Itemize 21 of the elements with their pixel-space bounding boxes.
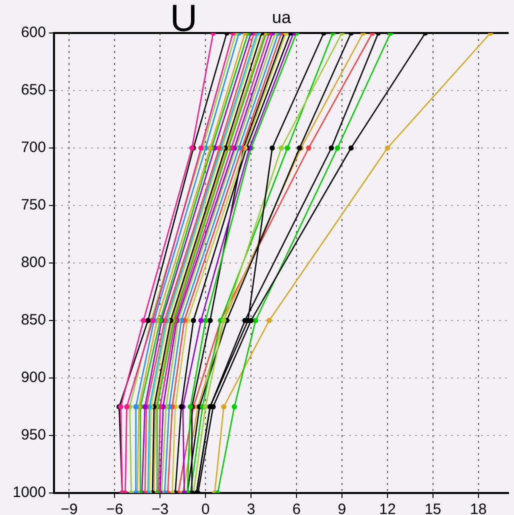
y-tick-label: 850 [20, 312, 46, 329]
x-tick-label: −9 [60, 501, 78, 515]
x-tick-label: 9 [338, 501, 346, 515]
chart-title: U [170, 0, 198, 40]
x-tick-label: 0 [201, 501, 210, 515]
x-tick-label: −6 [106, 501, 124, 515]
x-tick-label: 6 [292, 501, 301, 515]
y-tick-label: 1000 [12, 484, 46, 502]
x-tick-label: 12 [379, 501, 396, 515]
x-tick-label: 15 [424, 501, 442, 515]
y-tick-label: 650 [20, 82, 46, 99]
y-tick-label: 600 [20, 24, 46, 42]
x-tick-label: 18 [470, 501, 487, 515]
y-tick-label: 750 [20, 196, 46, 214]
y-tick-label: 800 [20, 254, 46, 272]
y-tick-label: 700 [20, 139, 46, 156]
x-tick-label: −3 [152, 501, 169, 515]
x-tick-label: 3 [246, 501, 256, 515]
y-tick-label: 950 [20, 426, 46, 444]
chart-subtitle: ua [272, 8, 291, 28]
y-tick-label: 900 [20, 369, 46, 386]
